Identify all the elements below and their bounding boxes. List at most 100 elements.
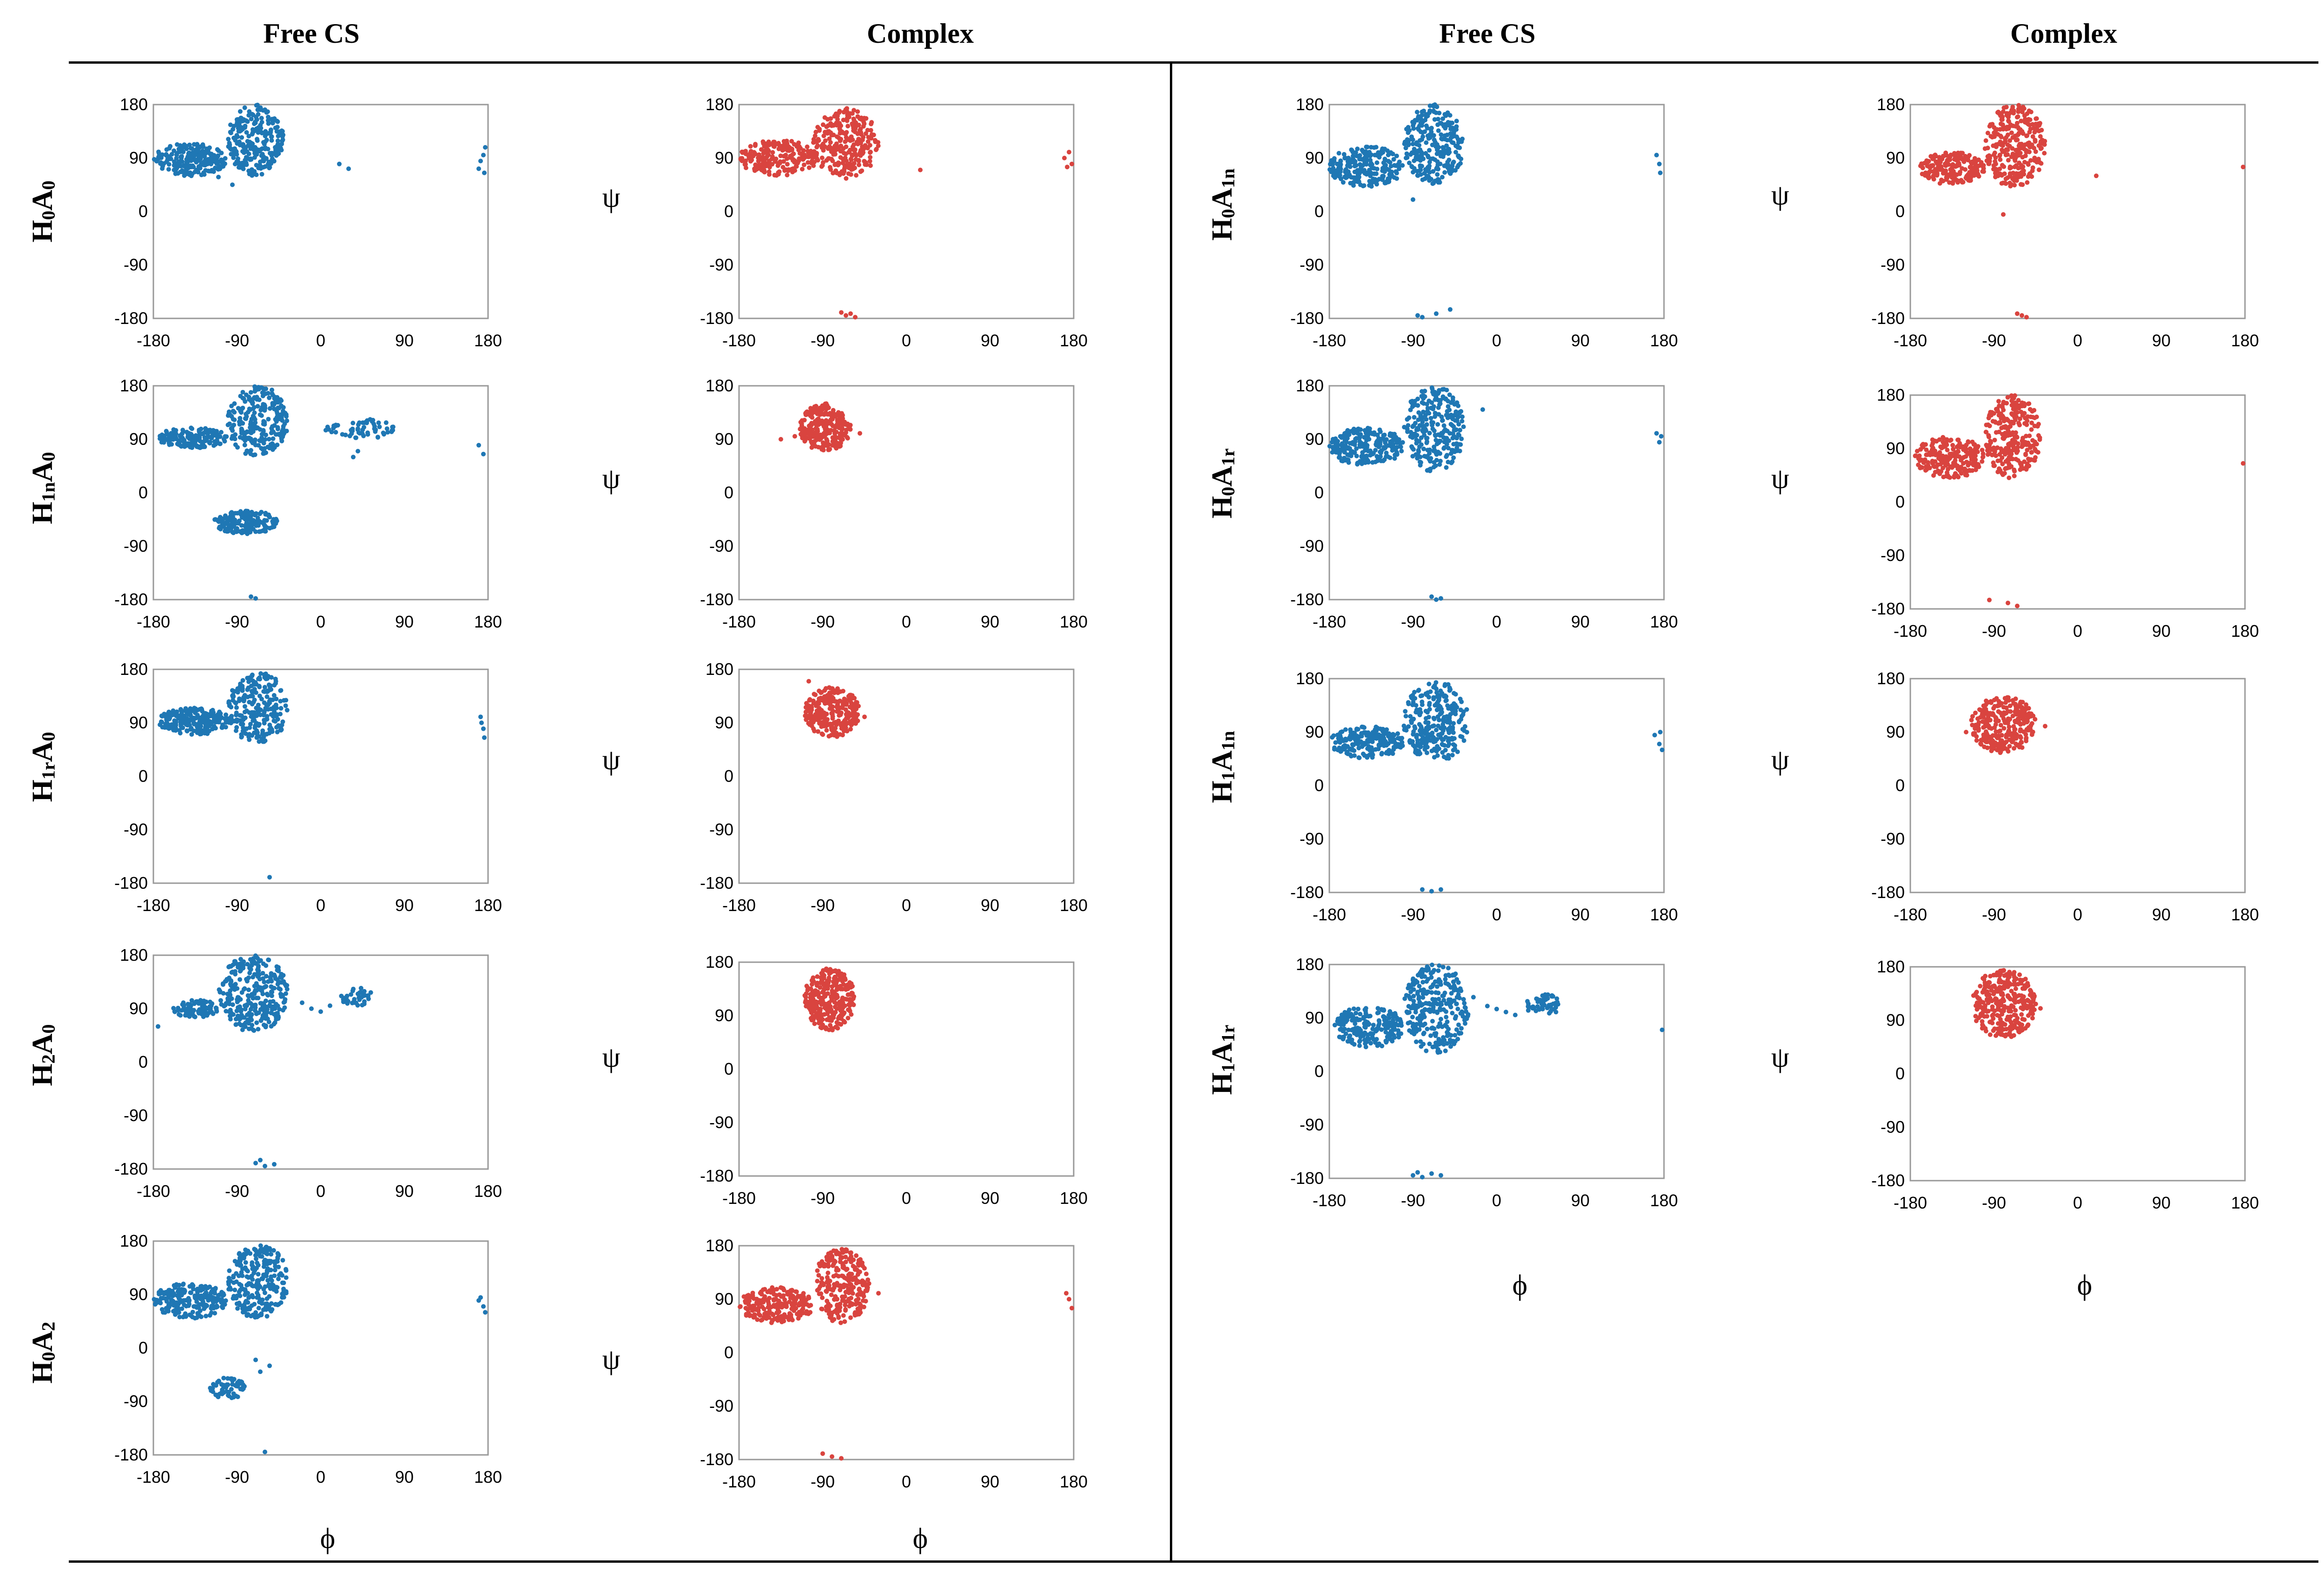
data-point <box>179 1008 184 1013</box>
data-point <box>253 1310 258 1315</box>
data-point <box>240 390 245 395</box>
data-point <box>190 1309 195 1315</box>
data-point <box>476 166 481 171</box>
data-point <box>201 144 206 149</box>
data-point <box>244 1002 250 1007</box>
data-point <box>251 413 256 418</box>
data-point <box>268 1286 273 1291</box>
data-point <box>202 439 207 443</box>
data-point <box>845 1007 851 1012</box>
data-point <box>179 169 185 174</box>
data-point <box>251 527 256 532</box>
data-point <box>864 1271 869 1276</box>
data-point <box>190 1283 195 1288</box>
data-point <box>761 151 766 156</box>
x-tick-label: 0 <box>316 896 325 915</box>
data-point <box>1364 171 1369 176</box>
data-point <box>242 515 247 521</box>
data-point <box>242 1022 247 1027</box>
data-point <box>249 594 253 599</box>
data-point <box>268 1277 273 1282</box>
data-point <box>279 436 284 441</box>
data-point <box>1424 140 1429 145</box>
data-point <box>368 990 373 995</box>
data-point <box>1362 168 1367 173</box>
data-point <box>256 1306 261 1311</box>
data-point <box>173 171 178 176</box>
data-point <box>808 1310 813 1315</box>
data-point <box>246 987 251 992</box>
data-point <box>278 699 283 704</box>
data-point <box>241 142 246 147</box>
data-point <box>256 964 261 969</box>
data-point <box>181 144 186 149</box>
data-point <box>251 405 257 410</box>
data-point <box>748 144 753 149</box>
data-point <box>230 1378 235 1383</box>
data-point <box>1431 169 1436 174</box>
data-point <box>203 1005 208 1010</box>
data-point <box>1450 140 1455 145</box>
data-point <box>808 1303 813 1308</box>
x-tick-label: -180 <box>722 1472 756 1491</box>
data-point <box>178 717 183 722</box>
data-point <box>817 696 822 701</box>
y-tick-label: -90 <box>709 1396 733 1415</box>
data-point <box>832 1012 837 1017</box>
data-point <box>1442 170 1447 175</box>
plot-frame <box>152 385 489 601</box>
data-point <box>836 1283 841 1288</box>
data-point <box>170 1288 175 1294</box>
data-point <box>840 705 845 710</box>
data-point <box>873 147 878 152</box>
data-point <box>284 991 288 996</box>
data-point <box>266 114 271 119</box>
data-point <box>177 728 182 733</box>
data-point <box>820 143 825 148</box>
data-point <box>790 152 795 158</box>
data-point <box>1394 153 1399 159</box>
data-point <box>868 128 873 133</box>
data-point <box>263 525 268 530</box>
data-point <box>823 686 828 691</box>
data-point <box>256 387 261 392</box>
data-point <box>819 1281 824 1286</box>
data-point <box>825 991 830 996</box>
data-point <box>1445 132 1450 138</box>
data-point <box>846 694 851 699</box>
data-point <box>266 416 271 422</box>
data-point <box>826 733 832 739</box>
data-point <box>824 424 829 429</box>
data-point <box>1405 137 1410 142</box>
data-point <box>236 156 240 161</box>
data-point <box>1410 165 1415 170</box>
data-point <box>843 132 848 137</box>
data-point <box>1410 137 1415 142</box>
data-point <box>376 435 380 440</box>
data-point <box>256 523 261 528</box>
data-point <box>1349 160 1353 165</box>
data-point <box>1338 162 1343 167</box>
point-group <box>158 384 486 601</box>
data-point <box>234 117 239 122</box>
data-point <box>243 1006 248 1011</box>
data-point <box>271 429 276 435</box>
data-point <box>764 1311 769 1316</box>
data-point <box>1440 116 1446 121</box>
data-point <box>806 154 812 159</box>
data-point <box>329 429 334 435</box>
y-tick-label: -90 <box>709 1113 733 1132</box>
data-point <box>229 147 234 152</box>
data-point <box>844 144 849 149</box>
data-point <box>209 710 214 715</box>
data-point <box>228 525 233 530</box>
data-point <box>1386 167 1392 172</box>
data-point <box>273 676 278 681</box>
data-point <box>194 1299 199 1304</box>
data-point <box>865 1277 871 1282</box>
data-point <box>1334 168 1340 173</box>
data-point <box>230 688 235 693</box>
data-point <box>176 150 181 154</box>
